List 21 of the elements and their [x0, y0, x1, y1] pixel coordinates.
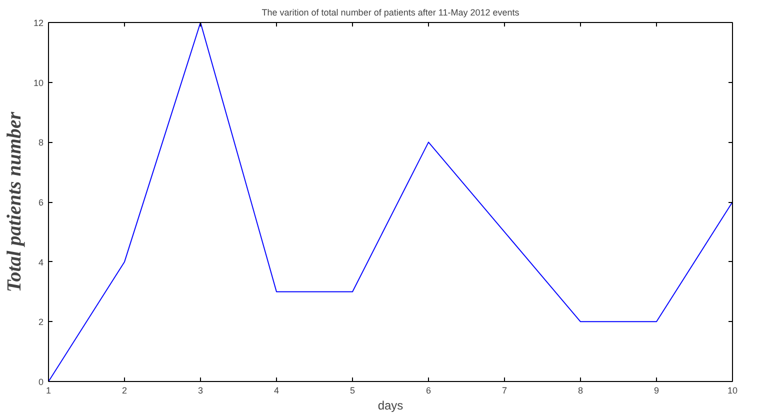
x-tick-label: 8: [578, 386, 584, 396]
y-axis-title: Total patients number: [3, 112, 26, 292]
x-tick-label: 1: [46, 386, 52, 396]
x-tick-label: 2: [122, 386, 128, 396]
chart-title: The varition of total number of patients after 11-May 2012 events: [262, 8, 520, 18]
y-tick-label: 6: [38, 198, 44, 208]
x-tick-label: 3: [198, 386, 204, 396]
x-tick-label: 5: [350, 386, 356, 396]
x-tick-label: 6: [426, 386, 432, 396]
x-tick-label: 9: [654, 386, 660, 396]
y-tick-label: 10: [33, 78, 44, 88]
x-tick-label: 7: [502, 386, 508, 396]
x-tick-label: 4: [274, 386, 280, 396]
y-tick-label: 8: [38, 138, 44, 148]
y-tick-label: 0: [38, 377, 44, 387]
line-series: [48, 22, 732, 382]
x-axis-title: days: [378, 398, 404, 412]
y-tick-label: 12: [33, 18, 44, 28]
y-tick-label: 2: [38, 317, 44, 328]
x-tick-label: 10: [727, 386, 738, 396]
y-tick-label: 4: [38, 257, 44, 268]
